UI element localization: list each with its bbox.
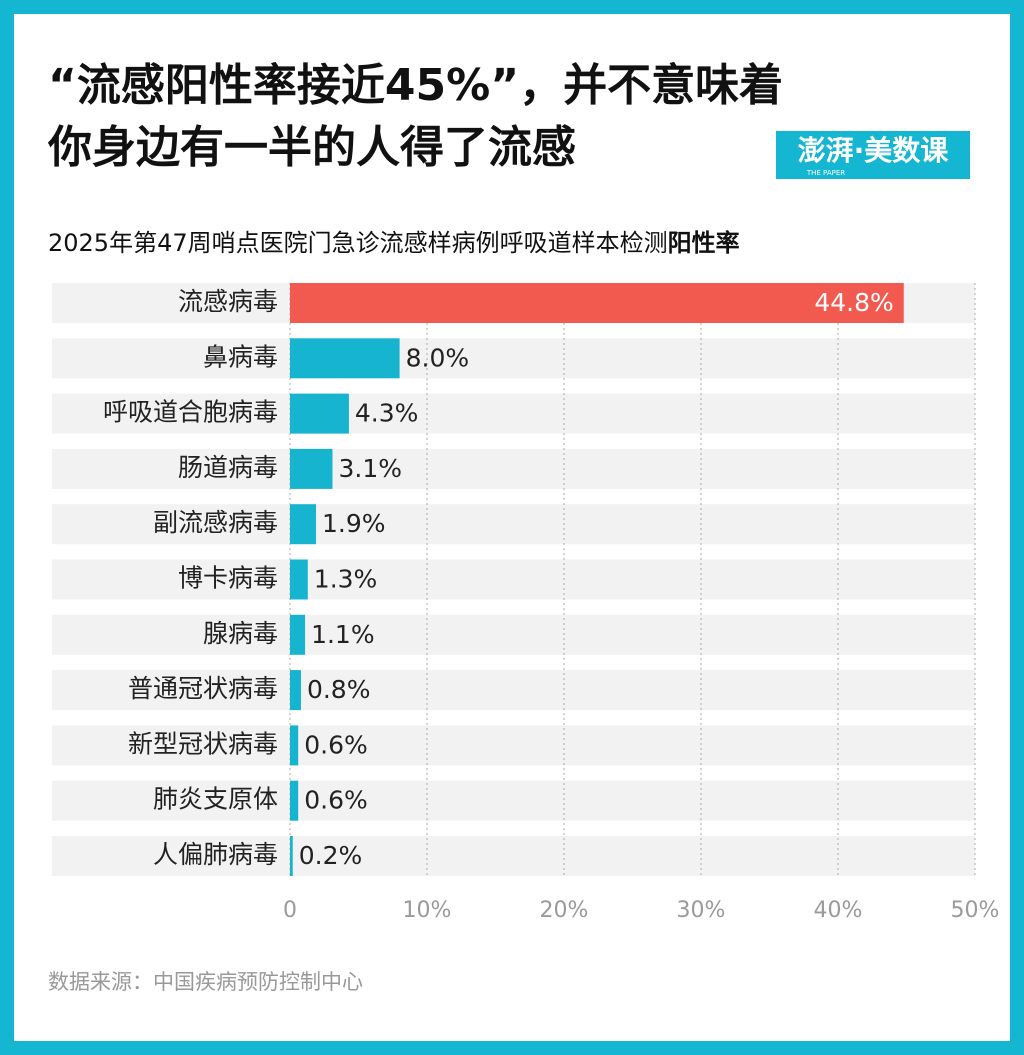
bar [290, 780, 299, 821]
y-tick-label: 副流感病毒 [153, 508, 278, 537]
y-tick-label: 博卡病毒 [178, 564, 278, 593]
bar [290, 725, 299, 766]
y-tick-label: 呼吸道合胞病毒 [103, 398, 278, 427]
subtitle-text: 2025年第47周哨点医院门急诊流感样病例呼吸道样本检测 [48, 229, 668, 257]
chart-title: 你身边有一半的人得了流感 [47, 122, 576, 173]
row-band [52, 725, 975, 766]
bar [290, 836, 293, 876]
bar [290, 283, 904, 323]
logo-box [776, 131, 970, 179]
subtitle-bold: 阳性率 [668, 229, 740, 257]
logo: 澎湃·美数课 [798, 134, 950, 167]
value-label: 1.9% [322, 509, 386, 538]
row-band [52, 338, 975, 379]
value-label: 1.3% [314, 565, 378, 594]
bar [290, 393, 349, 434]
y-tick-label: 流感病毒 [178, 287, 278, 316]
y-tick-label: 肺炎支原体 [153, 785, 278, 814]
value-label: 1.1% [311, 620, 375, 649]
x-tick-label: 20% [540, 898, 589, 923]
value-label: 3.1% [338, 454, 402, 483]
value-label: 0.8% [307, 675, 371, 704]
value-label: 0.6% [304, 786, 368, 815]
bar [290, 338, 400, 379]
value-label: 4.3% [355, 399, 419, 428]
bar [290, 670, 301, 711]
logo-sub: THE PAPER [806, 169, 845, 177]
row-band [52, 836, 975, 876]
row-band [52, 614, 975, 655]
chart-title: “流感阳性率接近45%”，并不意味着 [48, 60, 783, 111]
row-band [52, 559, 975, 600]
bar [290, 614, 306, 655]
value-label: 0.6% [304, 730, 368, 759]
row-band [52, 780, 975, 821]
row-band [52, 393, 975, 434]
y-tick-label: 腺病毒 [203, 619, 278, 648]
x-tick-label: 30% [677, 898, 726, 923]
row-band [52, 448, 975, 489]
row-band [52, 504, 975, 545]
y-tick-label: 新型冠状病毒 [128, 729, 278, 758]
value-label: 0.2% [299, 841, 363, 870]
value-label: 44.8% [814, 288, 893, 317]
x-tick-label: 50% [951, 898, 1000, 923]
x-tick-label: 10% [403, 898, 452, 923]
row-band [52, 670, 975, 711]
value-label: 8.0% [406, 343, 470, 372]
y-tick-label: 肠道病毒 [178, 453, 278, 482]
x-tick-label: 0 [283, 898, 297, 923]
bar [290, 504, 317, 545]
y-tick-label: 鼻病毒 [203, 342, 278, 371]
subtitle: 2025年第47周哨点医院门急诊流感样病例呼吸道样本检测阳性率 [48, 229, 740, 257]
y-tick-label: 人偏肺病毒 [153, 840, 278, 869]
y-tick-label: 普通冠状病毒 [128, 674, 278, 703]
source: 数据来源：中国疾病预防控制中心 [48, 970, 363, 994]
x-tick-label: 40% [814, 898, 863, 923]
bar [290, 559, 308, 600]
bar [290, 448, 333, 489]
